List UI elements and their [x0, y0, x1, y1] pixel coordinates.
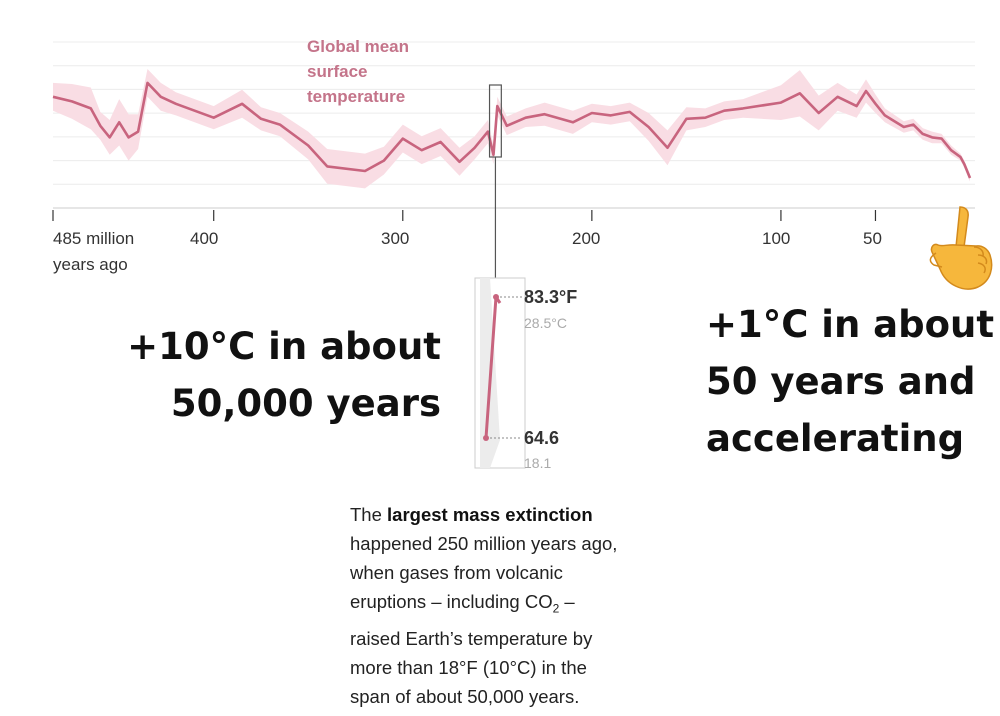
- inset-low-point: [483, 435, 489, 441]
- left-annotation-line: +10°C in about: [127, 325, 441, 368]
- x-tick-label-line2: years ago: [53, 255, 128, 274]
- caption-line-3: when gases from volcanic: [350, 562, 563, 583]
- x-tick-label: 400: [190, 229, 219, 248]
- x-tick-label: 100: [762, 229, 791, 248]
- right-annotation-line: +1°C in about: [706, 303, 995, 346]
- right-annotation-line: 50 years and: [706, 360, 976, 403]
- caption-bold-phrase: largest mass extinction: [387, 504, 593, 525]
- left-annotation-line: 50,000 years: [170, 382, 441, 425]
- x-tick-label: 50: [863, 229, 882, 248]
- pointing-hand-icon: [929, 206, 993, 290]
- x-tick-label: 300: [381, 229, 410, 248]
- x-ticks: [52, 210, 877, 221]
- inset-high-fahrenheit: 83.3°F: [524, 287, 578, 307]
- inset-high-celsius: 28.5°C: [524, 315, 567, 331]
- x-tick-label: 485 million: [53, 229, 135, 248]
- left-annotation: +10°C in about 50,000 years: [127, 318, 441, 432]
- caption-line-7: span of about 50,000 years.: [350, 685, 580, 707]
- caption-line-2: happened 250 million years ago,: [350, 533, 618, 554]
- chart-title-line: Global mean: [307, 37, 410, 56]
- caption-line-5: raised Earth’s temperature by: [350, 627, 593, 649]
- caption-line-4-start: eruptions – including CO: [350, 591, 553, 612]
- inset-low-fahrenheit: 64.6: [524, 428, 560, 448]
- inset-high-point: [493, 294, 499, 300]
- temperature-line: [52, 81, 972, 179]
- chart-title: Global mean surface temperature: [307, 34, 447, 109]
- caption-line-4-end: –: [559, 591, 575, 612]
- x-tick-label: 200: [572, 229, 601, 248]
- caption-line-4: eruptions – including CO2 –: [350, 587, 680, 624]
- right-annotation: +1°C in about 50 years and accelerating: [706, 296, 994, 467]
- caption-lead: The: [350, 504, 388, 525]
- inset-low-celsius: 18.1: [524, 455, 552, 471]
- caption-subscript: 2: [552, 601, 560, 616]
- temperature-chart: [52, 41, 975, 290]
- chart-title-line: surface: [307, 62, 368, 81]
- chart-title-line: temperature: [307, 87, 406, 106]
- caption-line-1: The largest mass extinction: [350, 500, 680, 529]
- right-annotation-line: accelerating: [706, 417, 965, 460]
- extinction-caption: The largest mass extinction happened 250…: [350, 500, 680, 711]
- caption-line-6: more than 18°F (10°C) in the: [350, 656, 587, 678]
- uncertainty-band: [53, 69, 970, 189]
- extinction-zoom-inset: [474, 277, 526, 469]
